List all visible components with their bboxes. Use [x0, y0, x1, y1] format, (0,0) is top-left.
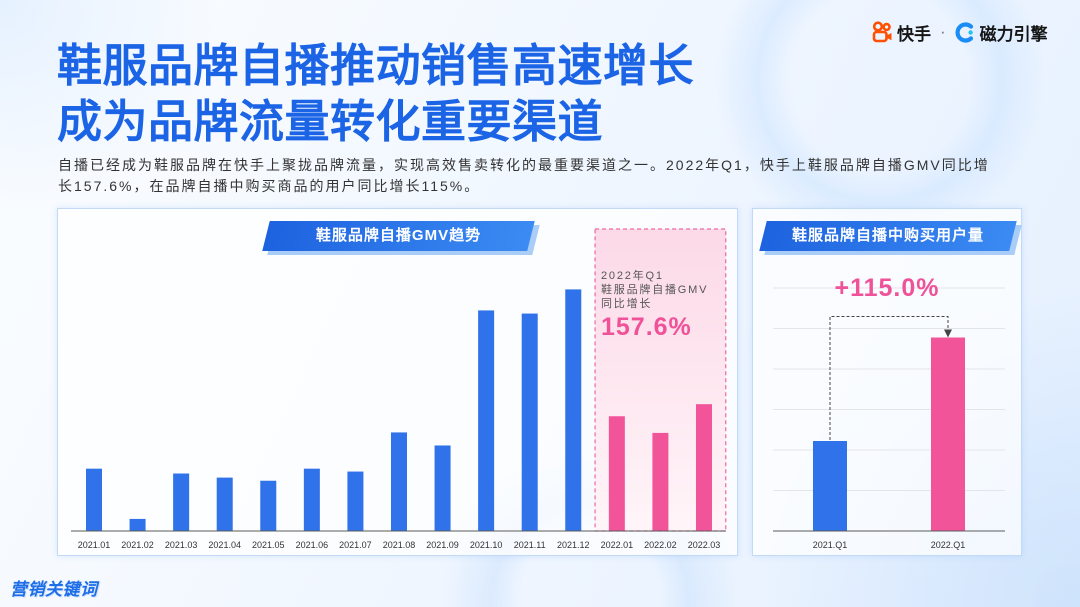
- annotation-period: 2022年Q1: [601, 270, 664, 282]
- bar-2022-02: [652, 432, 669, 531]
- x-tick-label: 2021.10: [470, 540, 503, 550]
- summary-line-1: 自播已经成为鞋服品牌在快手上聚拢品牌流量，实现高效售卖转化的最重要渠道之一。20…: [58, 157, 990, 173]
- bar-2021-04: [216, 477, 233, 531]
- kuaishou-brand-name: 快手: [897, 24, 931, 44]
- buyer-count-chart-title: 鞋服品牌自播中购买用户量: [759, 221, 1017, 251]
- growth-arrow: [829, 316, 952, 440]
- x-tick-label: 2022.03: [688, 540, 721, 550]
- x-tick-label: 2021.11: [514, 540, 546, 550]
- bar-2021-10: [478, 310, 495, 531]
- bar-2021-03: [173, 473, 190, 531]
- buyer-count-panel: 2021.Q1 2022.Q1 鞋服品牌自播中购买用户量 +115.0%: [752, 208, 1022, 556]
- x-tick-label: 2021.01: [78, 540, 111, 550]
- bar-2021-06: [303, 468, 320, 531]
- gmv-trend-chart: 2021.01 2021.02 2021.03 2021.04 2021.05 2021.…: [71, 228, 727, 550]
- bar-2021-07: [347, 471, 364, 531]
- annotation-growth-label: 同比增长: [601, 298, 653, 310]
- bar-2021-Q1: [813, 441, 847, 531]
- chart-title-label: 鞋服品牌自播中购买用户量: [791, 227, 984, 244]
- x-tick-label: 2021.07: [339, 540, 372, 550]
- x-tick-label: 2021.03: [165, 540, 198, 550]
- x-tick-label: 2021.09: [426, 540, 459, 550]
- page-title-line-2: 成为品牌流量转化重要渠道: [57, 96, 604, 147]
- gmv-trend-chart-title: 鞋服品牌自播GMV趋势: [262, 221, 535, 251]
- chart-title-label: 鞋服品牌自播GMV趋势: [315, 227, 482, 244]
- bar-2021-02: [129, 518, 146, 531]
- gmv-trend-panel: 2021.01 2021.02 2021.03 2021.04 2021.05 2021.…: [57, 208, 738, 556]
- bar-2021-09: [434, 445, 451, 531]
- summary-line-2: 长157.6%，在品牌自播中购买商品的用户同比增长115%。: [58, 178, 481, 194]
- footer-logo: 营销关键词: [10, 580, 98, 599]
- x-tick-label: 2022.Q1: [931, 540, 966, 550]
- summary-paragraph: 自播已经成为鞋服品牌在快手上聚拢品牌流量，实现高效售卖转化的最重要渠道之一。20…: [58, 155, 990, 197]
- cili-engine-logo-icon: [955, 21, 976, 43]
- x-tick-label: 2021.Q1: [813, 540, 848, 550]
- bar-2021-05: [260, 480, 277, 531]
- bar-2022-Q1: [931, 337, 965, 531]
- bar-2021-01: [86, 468, 102, 531]
- brand-logos: 快手 · 磁力引擎: [872, 19, 1048, 45]
- gmv-growth-annotation: 2022年Q1 鞋服品牌自播GMV 同比增长 157.6%: [601, 269, 708, 343]
- buyer-count-chart: 2021.Q1 2022.Q1: [773, 287, 1005, 550]
- bar-2021-11: [521, 313, 538, 531]
- x-tick-label: 2021.08: [383, 540, 416, 550]
- bar-2021-08: [390, 432, 407, 531]
- annotation-growth-value: 157.6%: [601, 313, 692, 341]
- bar-2022-03: [695, 404, 712, 531]
- bar-2022-01: [608, 416, 625, 531]
- x-tick-label: 2021.06: [296, 540, 329, 550]
- x-tick-label: 2022.02: [644, 540, 677, 550]
- x-tick-label: 2021.12: [557, 540, 590, 550]
- bar-2021-12: [565, 289, 582, 531]
- x-tick-label: 2021.02: [121, 540, 154, 550]
- cili-engine-brand-name: 磁力引擎: [979, 24, 1048, 44]
- x-tick-label: 2021.05: [252, 540, 285, 550]
- buyer-growth-value: +115.0%: [834, 274, 940, 302]
- page-title: 鞋服品牌自播推动销售高速增长 成为品牌流量转化重要渠道: [57, 38, 694, 150]
- kuaishou-logo-icon: [872, 21, 893, 43]
- brand-separator: ·: [940, 22, 946, 41]
- x-tick-label: 2021.04: [208, 540, 241, 550]
- x-tick-label: 2022.01: [601, 540, 634, 550]
- annotation-metric: 鞋服品牌自播GMV: [601, 284, 709, 296]
- page-title-line-1: 鞋服品牌自播推动销售高速增长: [57, 40, 695, 91]
